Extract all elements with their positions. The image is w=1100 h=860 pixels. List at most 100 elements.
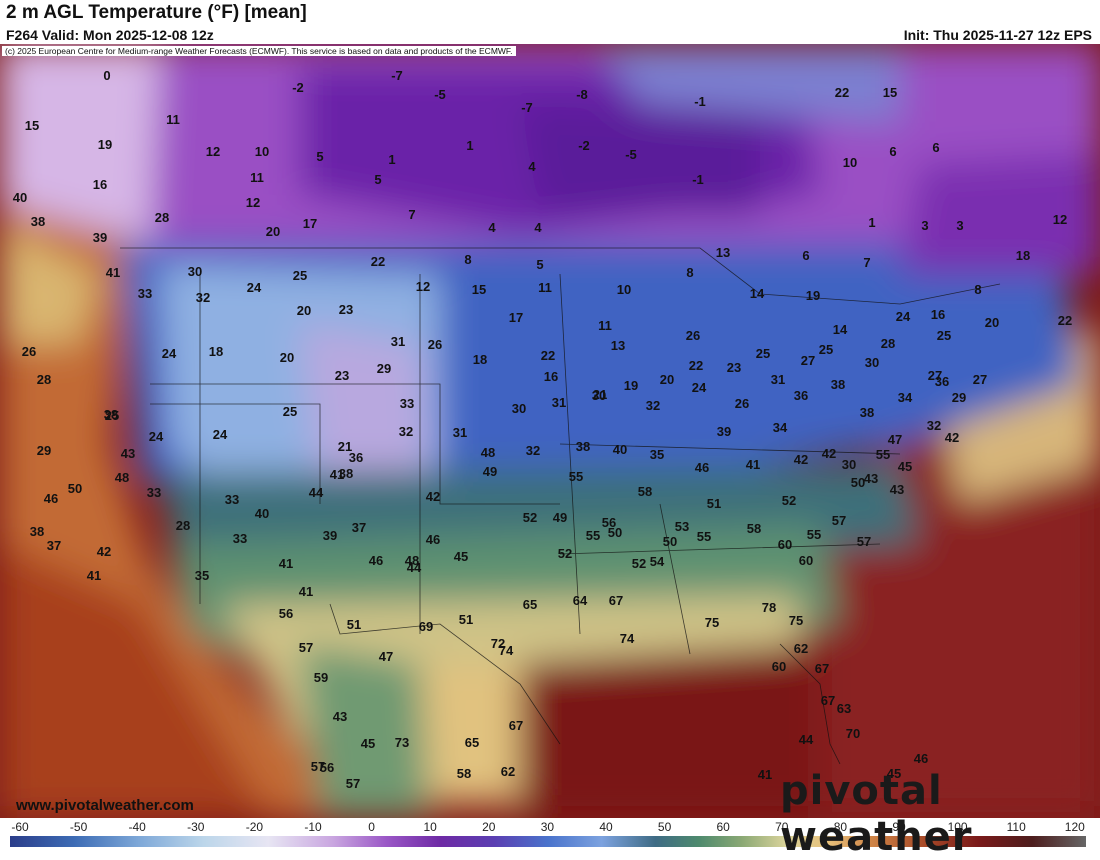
station-value: 25 [756,346,770,361]
station-value: 56 [320,760,334,775]
station-value: 37 [47,538,61,553]
station-value: 44 [407,560,422,575]
pivotal-weather-logo: pivotal weather [780,768,973,860]
station-value: 30 [842,457,856,472]
station-value: 11 [538,280,552,295]
station-value: 20 [660,372,674,387]
station-value: 36 [935,374,949,389]
station-value: 12 [416,279,430,294]
station-value: 33 [147,485,161,500]
colorbar-tick: 0 [368,820,375,834]
station-value: 60 [778,537,792,552]
station-value: 23 [339,302,353,317]
station-value: 39 [717,424,731,439]
colorbar-tick: 100 [947,820,968,834]
station-value: 38 [30,524,44,539]
station-value: 51 [707,496,721,511]
station-value: 35 [195,568,209,583]
colorbar-tick: 90 [892,820,906,834]
copyright-notice: (c) 2025 European Centre for Medium-rang… [2,46,516,56]
station-value: 11 [250,170,264,185]
station-value: 30 [592,388,606,403]
station-value: 52 [558,546,572,561]
station-value: 19 [98,137,112,152]
station-value: 18 [473,352,487,367]
colorbar-tick: 40 [599,820,613,834]
subtitle-bar: F264 Valid: Mon 2025-12-08 12z Init: Thu… [0,26,1100,44]
colorbar-tick: -40 [128,820,146,834]
station-value: 49 [483,464,497,479]
station-value: 42 [794,452,808,467]
station-value: -7 [521,100,533,115]
station-value: 18 [1016,248,1030,263]
station-value: 45 [361,736,375,751]
station-value: 41 [330,467,344,482]
station-value: 37 [352,520,366,535]
station-value: 25 [937,328,951,343]
station-value: 52 [523,510,537,525]
colorbar-tick: 120 [1064,820,1085,834]
station-value: 44 [309,485,324,500]
station-value: 35 [650,447,664,462]
station-value: 10 [843,155,857,170]
station-value: 29 [952,390,966,405]
station-value: 40 [13,190,27,205]
station-value: 41 [299,584,313,599]
station-value: 28 [37,372,51,387]
station-value: 21 [338,439,352,454]
temperature-map[interactable]: 0 15 19 16 40 38 39 11 12 10 11 12 28 20 17 5 1 5 7 -2 -7 -5-… [0,44,1100,818]
station-value: 43 [121,446,135,461]
map-title: 2 m AGL Temperature (°F) [mean] [6,2,307,23]
station-value: 55 [586,528,600,543]
station-value: 51 [347,617,361,632]
station-value: 29 [37,443,51,458]
station-value: 25 [293,268,307,283]
station-value: 4 [528,159,536,174]
station-value: 58 [747,521,761,536]
colorbar-tick: -10 [304,820,322,834]
station-value: 48 [115,470,129,485]
station-value: 43 [864,471,878,486]
station-value: 3 [956,218,963,233]
station-value: 46 [914,751,928,766]
temperature-colorbar [10,836,1086,847]
station-value: 41 [106,265,120,280]
station-value: 74 [499,643,514,658]
station-value: 67 [821,693,835,708]
station-value: 47 [888,432,902,447]
station-value: 63 [837,701,851,716]
station-value: 22 [1058,313,1072,328]
station-value: 5 [374,172,381,187]
station-value: 11 [598,318,612,333]
station-value: 41 [758,767,772,782]
station-value: 11 [166,112,180,127]
station-value: 78 [762,600,776,615]
station-value: 19 [806,288,820,303]
station-value: 3 [921,218,928,233]
station-value: 5 [316,149,323,164]
station-value: 8 [974,282,981,297]
station-value: 38 [860,405,874,420]
colorbar-tick: 30 [540,820,555,834]
colorbar-tick: 50 [657,820,672,834]
station-value: 14 [750,286,765,301]
station-value: 42 [97,544,111,559]
station-value: 12 [1053,212,1067,227]
station-value: 10 [617,282,631,297]
station-value: 49 [553,510,567,525]
station-value: 24 [692,380,707,395]
station-value: 52 [782,493,796,508]
site-url[interactable]: www.pivotalweather.com [16,797,194,814]
colorbar-tick: 10 [423,820,437,834]
station-value: 26 [22,344,36,359]
colorbar-labels: -60 -50 -40 -30 -20 -10 0 10 20 30 40 50 60 70 80 90 100… [0,818,1100,834]
station-value: 32 [927,418,941,433]
station-value: 23 [727,360,741,375]
station-value: 55 [876,447,890,462]
station-value: -2 [578,138,590,153]
colorbar-tick: 60 [716,820,730,834]
station-value: -5 [625,147,637,162]
station-value: 45 [887,766,901,781]
station-value: 20 [985,315,999,330]
station-value: 27 [928,368,942,383]
